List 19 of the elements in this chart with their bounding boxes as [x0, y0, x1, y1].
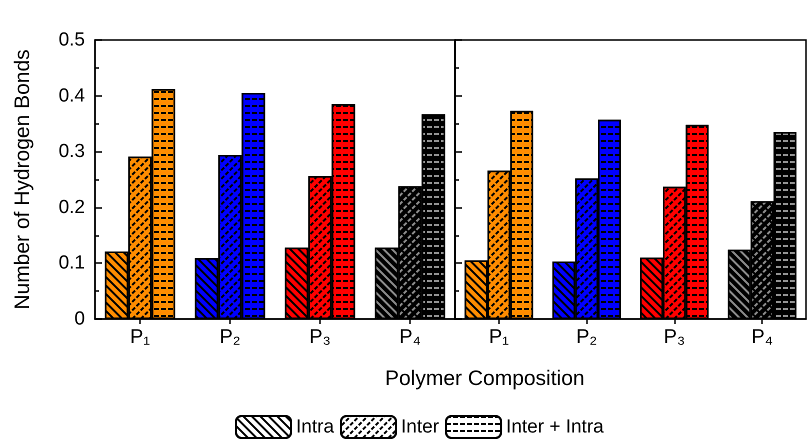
y-tick-label: 0 — [74, 308, 85, 330]
x-tick-label: P₄ — [751, 326, 773, 348]
y-tick-label: 0.1 — [58, 252, 85, 274]
x-tick-label: P₁ — [130, 326, 150, 348]
legend-label: Inter + Intra — [506, 416, 604, 438]
x-tick-label: P₄ — [399, 326, 421, 348]
y-axis-title: Number of Hydrogen Bonds — [11, 49, 34, 310]
x-tick-label: P₃ — [309, 326, 331, 348]
x-tick-label: P₂ — [219, 326, 241, 348]
y-tick-label: 0.5 — [58, 30, 85, 50]
y-tick-label: 0.2 — [58, 196, 85, 218]
x-tick-label: P₃ — [664, 326, 686, 348]
x-tick-label: P₂ — [576, 326, 598, 348]
y-tick-label: 0.3 — [58, 141, 85, 162]
legend-label: Intra — [296, 416, 334, 438]
x-tick-label: P₁ — [488, 326, 510, 348]
y-tick-label: 0.4 — [58, 85, 86, 106]
legend-label: Inter — [401, 416, 440, 438]
x-axis-title: Polymer Composition — [385, 367, 585, 390]
